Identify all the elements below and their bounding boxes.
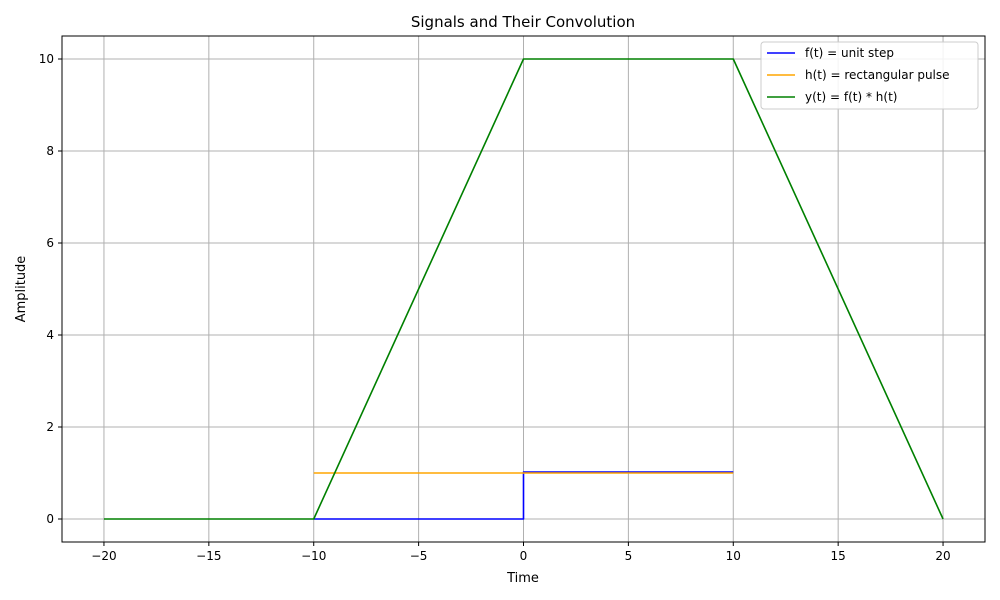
x-tick-label: −5 [410, 549, 428, 563]
series-line [313, 471, 734, 520]
y-tick-label: 2 [46, 420, 54, 434]
legend-label: h(t) = rectangular pulse [805, 68, 950, 82]
x-tick-label: 20 [935, 549, 950, 563]
x-tick-label: −10 [301, 549, 326, 563]
series-line [103, 58, 944, 520]
x-tick-label: 5 [625, 549, 633, 563]
y-tick-label: 6 [46, 236, 54, 250]
legend: f(t) = unit step h(t) = rectangular pulse… [760, 41, 979, 110]
series-lines [103, 58, 944, 520]
y-axis-label: Amplitude [14, 256, 29, 323]
chart-title: Signals and Their Convolution [411, 13, 635, 31]
x-tick-label: 0 [520, 549, 528, 563]
y-axis-ticks: 0 2 4 6 8 10 [39, 52, 62, 526]
y-tick-label: 8 [46, 144, 54, 158]
x-axis-ticks: −20 −15 −10 −5 0 5 10 15 20 [91, 542, 951, 563]
grid [62, 36, 985, 542]
x-tick-label: 10 [726, 549, 741, 563]
y-tick-label: 4 [46, 328, 54, 342]
legend-label: y(t) = f(t) * h(t) [805, 90, 897, 104]
x-tick-label: −20 [91, 549, 116, 563]
legend-box [760, 41, 979, 110]
y-tick-label: 10 [39, 52, 54, 66]
x-tick-label: 15 [831, 549, 846, 563]
y-tick-label: 0 [46, 512, 54, 526]
x-axis-label: Time [506, 571, 539, 586]
legend-label: f(t) = unit step [805, 46, 894, 60]
x-tick-label: −15 [196, 549, 221, 563]
